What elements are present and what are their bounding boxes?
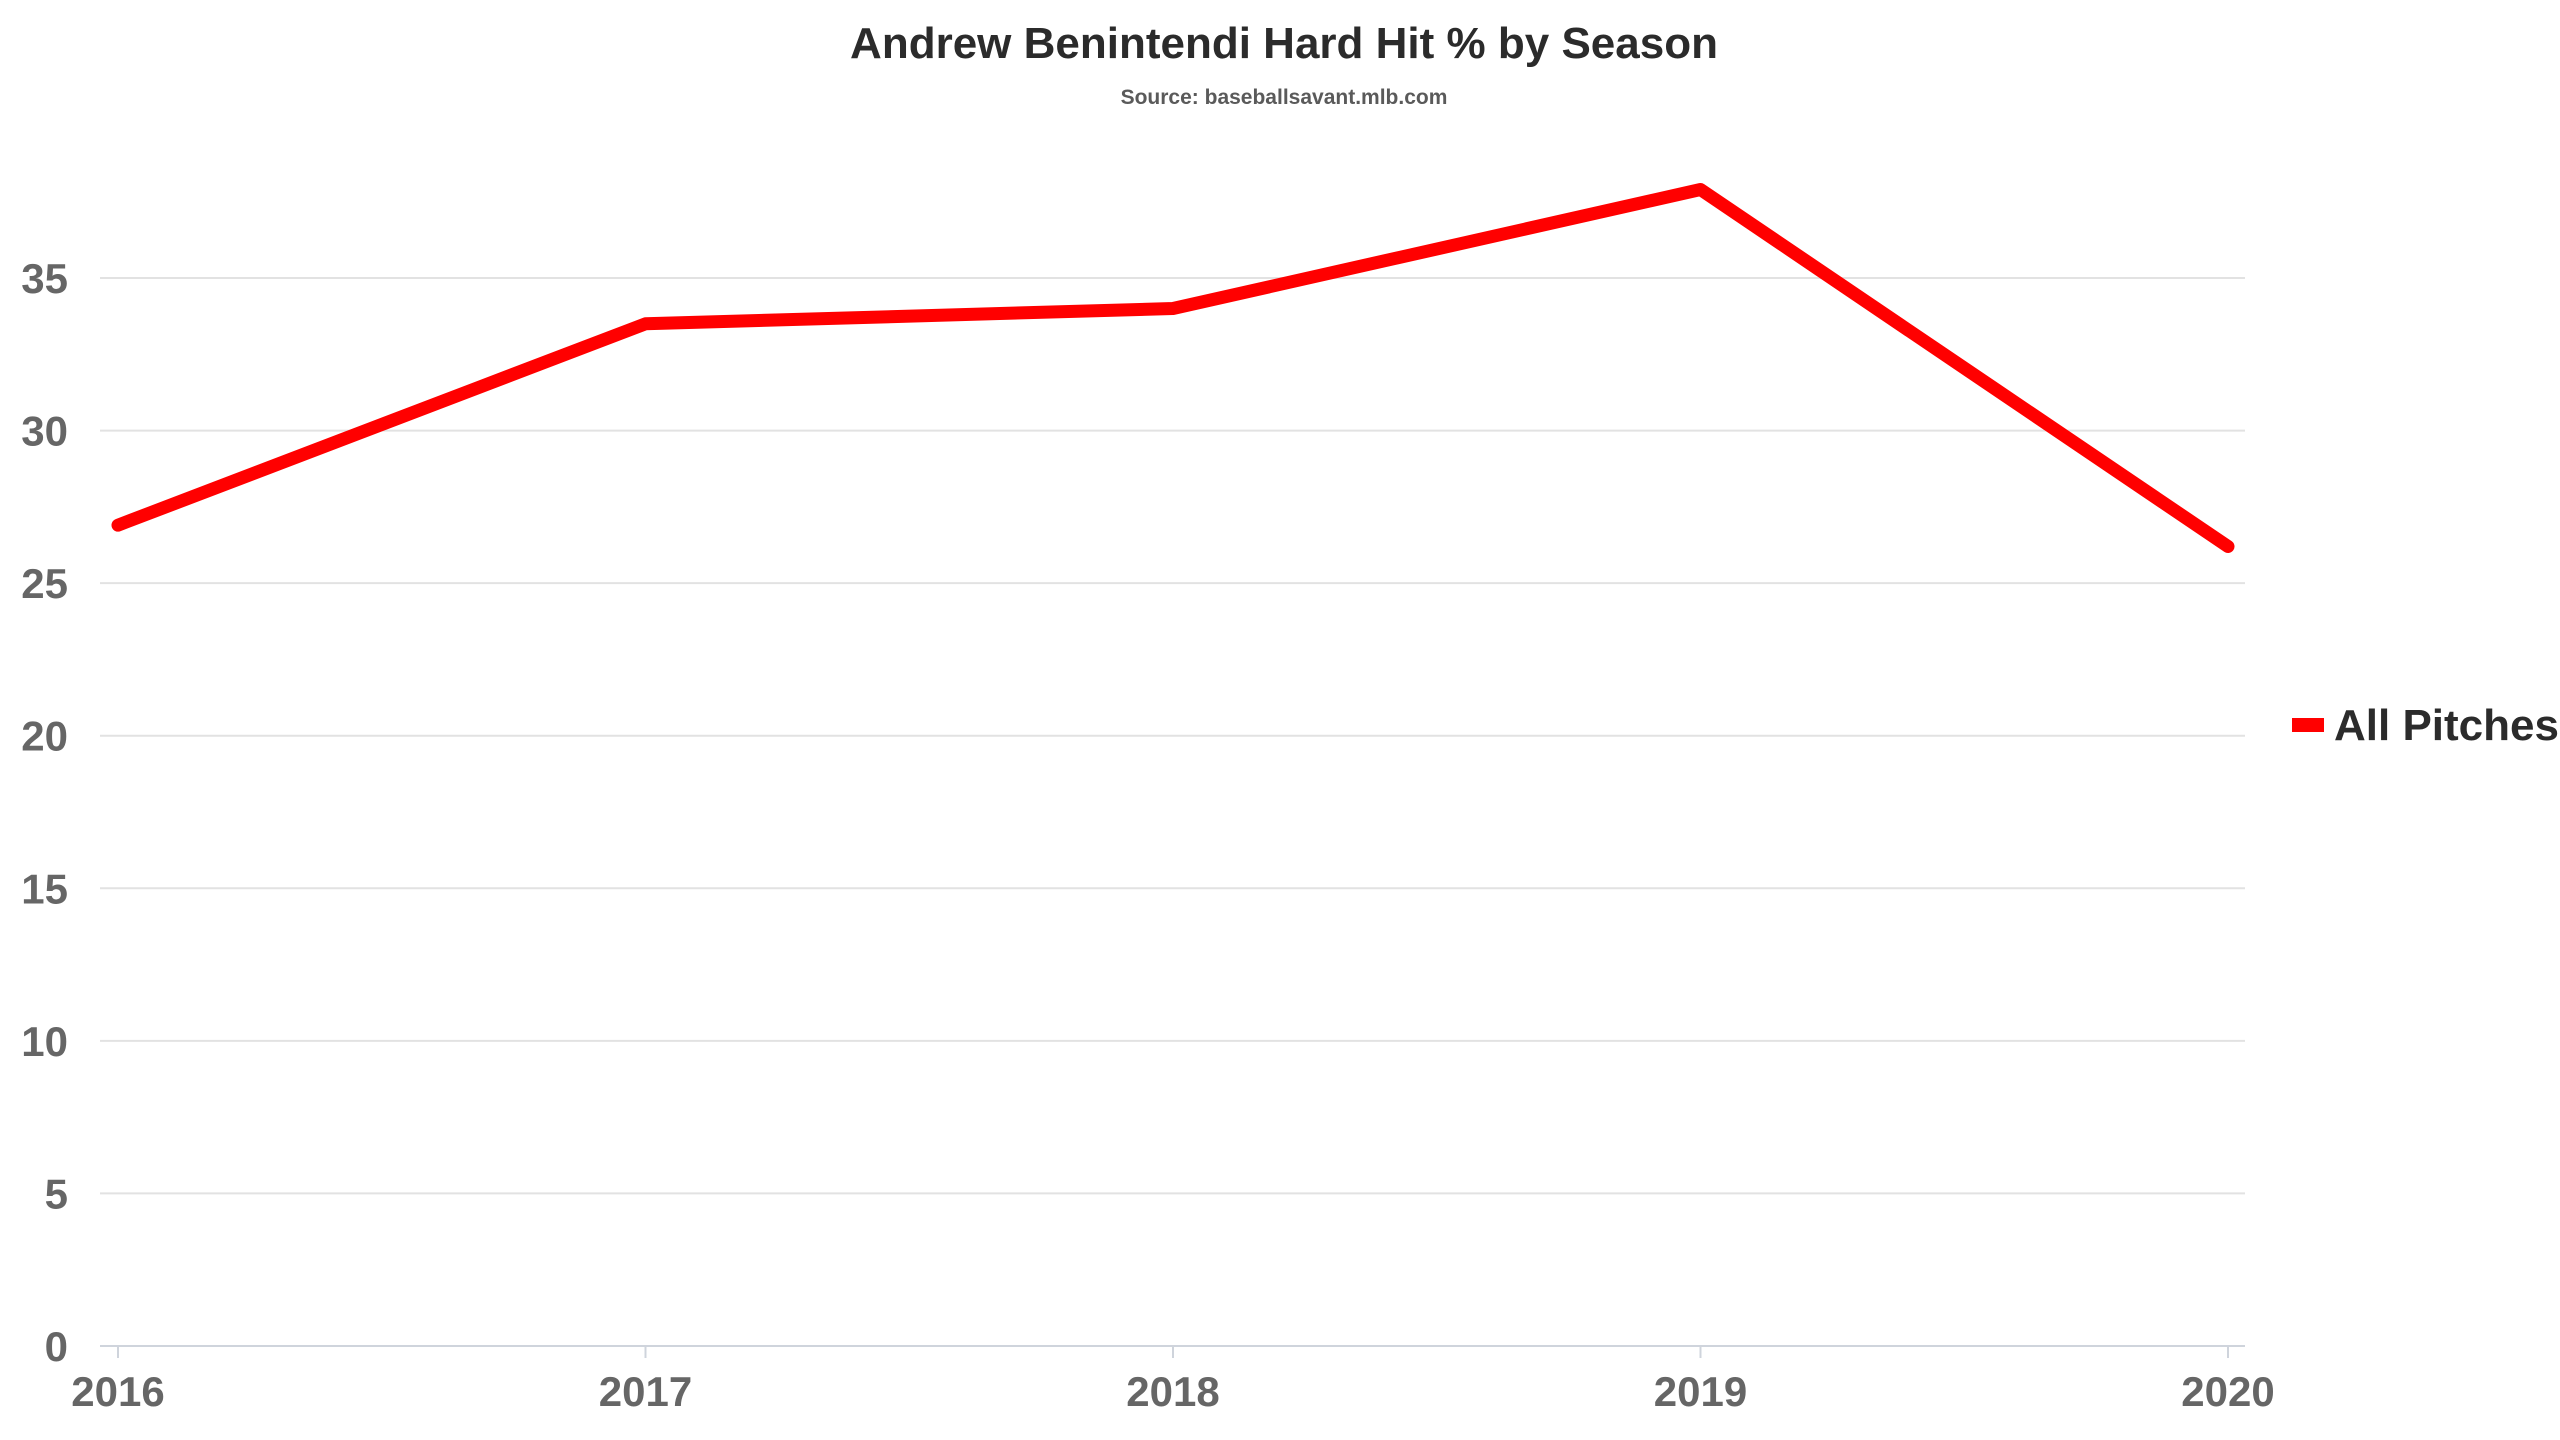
chart-subtitle: Source: baseballsavant.mlb.com [1121, 86, 1448, 109]
series-line-0 [111, 183, 2235, 554]
x-tick-label-2019: 2019 [1654, 1368, 1747, 1415]
data-point-2017 [644, 322, 647, 325]
gridlines [100, 277, 2245, 1195]
x-axis-tick-labels: 2016 2017 2018 2019 2020 [71, 1368, 2274, 1415]
data-point-2020 [2227, 545, 2229, 548]
x-tick-label-2016: 2016 [71, 1368, 164, 1415]
x-tick-label-2018: 2018 [1126, 1368, 1219, 1415]
plot-area [111, 183, 2235, 554]
y-tick-label-35: 35 [21, 255, 68, 302]
chart-title: Andrew Benintendi Hard Hit % by Season [850, 19, 1718, 68]
x-tick-label-2020: 2020 [2181, 1368, 2274, 1415]
legend[interactable]: All Pitches [2292, 701, 2559, 750]
y-tick-label-20: 20 [21, 713, 68, 760]
data-point-2018 [1172, 307, 1174, 310]
y-tick-label-0: 0 [45, 1323, 68, 1370]
legend-swatch-all-pitches [2292, 718, 2324, 732]
y-tick-label-10: 10 [21, 1018, 68, 1065]
data-point-2019 [1699, 188, 1702, 191]
y-tick-label-15: 15 [21, 865, 68, 912]
y-tick-label-30: 30 [21, 408, 68, 455]
x-axis [100, 1345, 2245, 1358]
y-axis: 0 5 10 15 20 25 30 35 [21, 255, 68, 1370]
legend-label-all-pitches: All Pitches [2334, 701, 2559, 750]
y-tick-label-5: 5 [45, 1170, 68, 1217]
data-point-2016 [117, 524, 119, 527]
y-tick-label-25: 25 [21, 560, 68, 607]
x-tick-label-2017: 2017 [599, 1368, 692, 1415]
